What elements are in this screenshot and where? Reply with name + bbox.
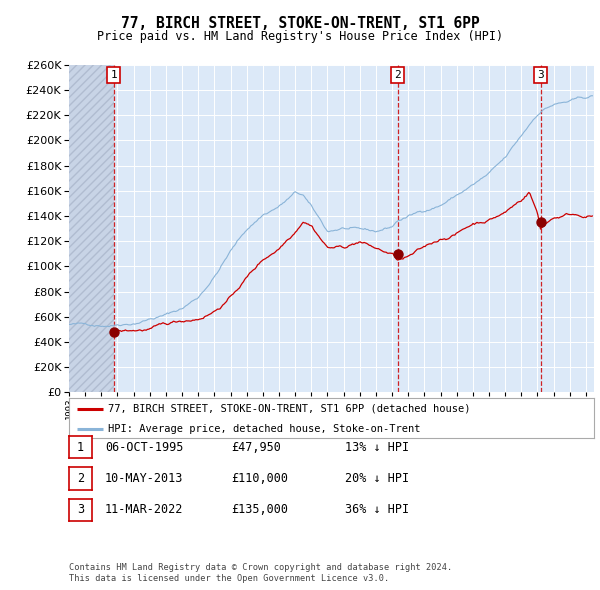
Text: 36% ↓ HPI: 36% ↓ HPI <box>345 503 409 516</box>
Text: 3: 3 <box>537 70 544 80</box>
Text: 11-MAR-2022: 11-MAR-2022 <box>105 503 184 516</box>
Text: 1: 1 <box>77 441 84 454</box>
Text: £110,000: £110,000 <box>231 472 288 485</box>
Text: 2: 2 <box>395 70 401 80</box>
Text: Contains HM Land Registry data © Crown copyright and database right 2024.: Contains HM Land Registry data © Crown c… <box>69 563 452 572</box>
Text: 20% ↓ HPI: 20% ↓ HPI <box>345 472 409 485</box>
Text: 3: 3 <box>77 503 84 516</box>
Text: This data is licensed under the Open Government Licence v3.0.: This data is licensed under the Open Gov… <box>69 573 389 583</box>
Text: 1: 1 <box>110 70 117 80</box>
Text: 77, BIRCH STREET, STOKE-ON-TRENT, ST1 6PP: 77, BIRCH STREET, STOKE-ON-TRENT, ST1 6P… <box>121 16 479 31</box>
Text: Price paid vs. HM Land Registry's House Price Index (HPI): Price paid vs. HM Land Registry's House … <box>97 30 503 43</box>
Text: 2: 2 <box>77 472 84 485</box>
Text: £47,950: £47,950 <box>231 441 281 454</box>
Text: HPI: Average price, detached house, Stoke-on-Trent: HPI: Average price, detached house, Stok… <box>109 424 421 434</box>
Text: 13% ↓ HPI: 13% ↓ HPI <box>345 441 409 454</box>
Text: £135,000: £135,000 <box>231 503 288 516</box>
Text: 77, BIRCH STREET, STOKE-ON-TRENT, ST1 6PP (detached house): 77, BIRCH STREET, STOKE-ON-TRENT, ST1 6P… <box>109 404 471 414</box>
Text: 06-OCT-1995: 06-OCT-1995 <box>105 441 184 454</box>
Text: 10-MAY-2013: 10-MAY-2013 <box>105 472 184 485</box>
